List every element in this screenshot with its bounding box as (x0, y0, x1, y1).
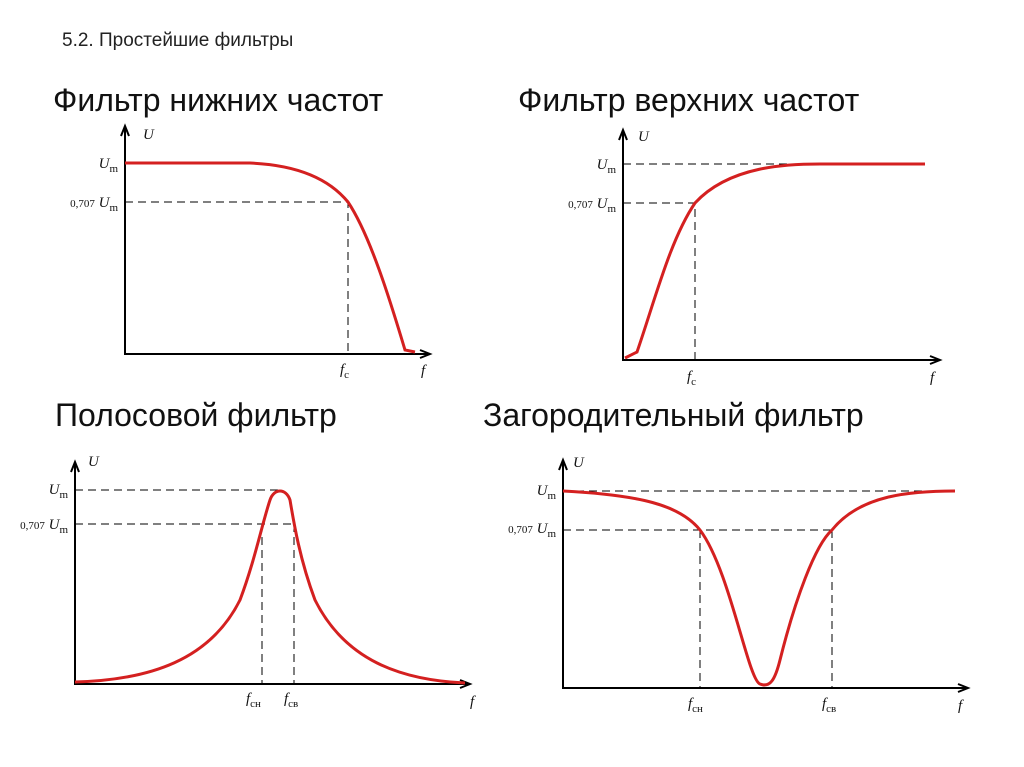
x-axis-label: f (958, 698, 964, 714)
level-label: 0,707 Um (508, 521, 556, 540)
label-part: св (288, 698, 298, 710)
freq-label: fс (687, 369, 696, 388)
panel-title: Полосовой фильтр (55, 397, 337, 433)
label-part: m (59, 524, 68, 536)
y-axis-label: U (143, 127, 155, 143)
label-part: m (607, 164, 616, 176)
label-part: f (246, 691, 252, 707)
label-part: f (340, 362, 346, 378)
y-axis-label: U (638, 129, 650, 145)
label-part: U (597, 196, 609, 212)
y-axis-label: U (88, 454, 100, 470)
curve (562, 489, 956, 687)
label-part: U (49, 482, 61, 498)
panel-lowpass: Фильтр нижних частот U f Um 0,707 Um fс (53, 82, 433, 381)
y-axis-label: U (573, 455, 585, 471)
slide-title: 5.2. Простейшие фильтры (62, 30, 293, 51)
curve (125, 161, 416, 354)
label-part: f (822, 696, 828, 712)
level-label: 0,707 Um (568, 196, 616, 215)
label-part: 0,707 (508, 524, 533, 536)
arrows (70, 459, 473, 689)
label-part: f (284, 691, 290, 707)
label-part: f (688, 696, 694, 712)
axes (622, 132, 938, 361)
level-label: 0,707 Um (70, 195, 118, 214)
level-label: Um (49, 482, 69, 501)
curve (74, 489, 466, 685)
level-label: Um (537, 483, 557, 502)
curve (624, 162, 925, 360)
label-part: f (687, 369, 693, 385)
label-part: U (537, 483, 549, 499)
level-label: Um (99, 156, 119, 175)
arrows (558, 457, 971, 693)
label-part: св (826, 703, 836, 715)
axes (74, 464, 468, 685)
guide (623, 163, 825, 360)
panel-bandpass: Полосовой фильтр U f Um 0,707 Um fсн fсв (20, 397, 476, 710)
label-part: m (547, 490, 556, 502)
panel-title: Фильтр верхних частот (518, 82, 860, 118)
freq-label: fсв (822, 696, 836, 715)
label-part: U (99, 156, 111, 172)
label-part: с (344, 369, 349, 381)
label-part: m (607, 203, 616, 215)
guide (125, 201, 349, 354)
x-axis-label: f (930, 370, 936, 386)
level-label: Um (597, 157, 617, 176)
x-axis-label: f (421, 363, 427, 379)
label-part: 0,707 (568, 199, 593, 211)
freq-label: fс (340, 362, 349, 381)
guide (563, 490, 955, 688)
label-part: m (59, 489, 68, 501)
label-part: m (109, 163, 118, 175)
panel-title: Загородительный фильтр (483, 397, 864, 433)
freq-label: fсв (284, 691, 298, 710)
freq-label: fсн (688, 696, 703, 715)
label-part: сн (692, 703, 703, 715)
label-part: m (547, 528, 556, 540)
label-part: U (49, 517, 61, 533)
guide (75, 489, 295, 684)
arrows (618, 127, 943, 365)
label-part: 0,707 (20, 520, 45, 532)
level-label: 0,707 Um (20, 517, 68, 536)
label-part: 0,707 (70, 198, 95, 210)
x-axis-label: f (470, 694, 476, 710)
label-part: U (597, 157, 609, 173)
label-part: U (537, 521, 549, 537)
label-part: U (99, 195, 111, 211)
axes (124, 128, 428, 355)
label-part: сн (250, 698, 261, 710)
panel-title: Фильтр нижних частот (53, 82, 384, 118)
panel-bandstop: Загородительный фильтр U f Um 0,707 Um f… (483, 397, 971, 715)
label-part: с (691, 376, 696, 388)
arrows (120, 123, 433, 359)
panel-highpass: Фильтр верхних частот U f Um 0,707 Um fс (518, 82, 943, 388)
freq-label: fсн (246, 691, 261, 710)
label-part: m (109, 202, 118, 214)
